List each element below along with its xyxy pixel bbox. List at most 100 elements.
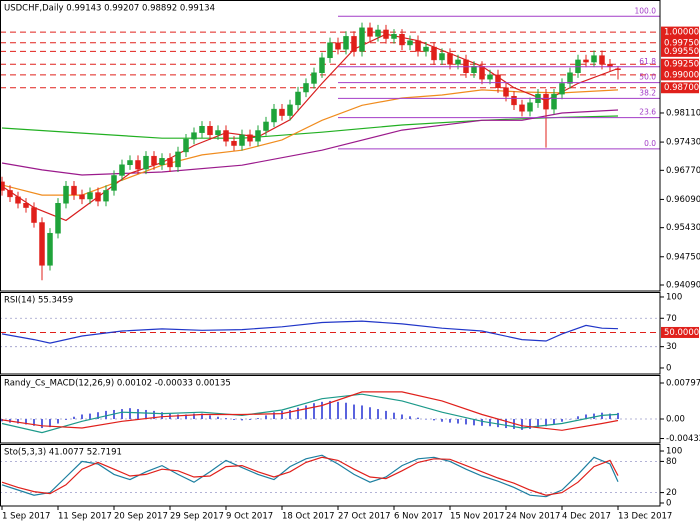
histogram-bar <box>521 419 523 430</box>
histogram-bar <box>425 419 427 420</box>
histogram-bar <box>105 410 107 420</box>
histogram-bar <box>129 408 131 420</box>
candle-body <box>591 55 597 63</box>
histogram-bar <box>177 414 179 420</box>
candle-body <box>375 29 381 37</box>
candle-body <box>167 158 173 168</box>
histogram-bar <box>505 419 507 429</box>
x-tick-label: 11 Sep 2017 <box>58 512 112 522</box>
candle-body <box>159 158 165 166</box>
indicator-line <box>1 393 619 434</box>
candle-body <box>7 190 13 198</box>
level-label: 0.99550 <box>664 47 699 57</box>
x-tick-label: 18 Oct 2017 <box>282 512 335 522</box>
panel-title: Sto(5,3,3) 41.0077 52.7191 <box>4 448 122 458</box>
fib-label: 38.2 <box>639 88 656 97</box>
histogram-bar <box>345 402 347 420</box>
candle-body <box>263 121 269 131</box>
histogram-bar <box>473 419 475 426</box>
histogram-bar <box>73 416 75 420</box>
candle-body <box>207 125 213 136</box>
panel-frame <box>0 375 661 444</box>
histogram-bar <box>585 414 587 420</box>
candle-body <box>55 203 61 234</box>
candle-body <box>103 190 109 202</box>
candle-body <box>295 91 301 106</box>
histogram-bar <box>457 419 459 424</box>
histogram-bar <box>337 401 339 420</box>
candle-body <box>255 130 261 142</box>
fib-label: 50.0 <box>639 73 656 82</box>
candle-body <box>23 203 29 208</box>
y-tick-label: 0 <box>666 498 671 508</box>
candle-body <box>351 36 357 52</box>
candle-body <box>71 185 77 195</box>
candle-body <box>31 207 37 223</box>
candle-body <box>311 72 317 84</box>
histogram-bar <box>329 400 331 420</box>
histogram-bar <box>89 413 91 420</box>
candle-body <box>503 87 509 97</box>
histogram-bar <box>41 419 43 429</box>
histogram-bar <box>609 413 611 420</box>
indicator-line <box>1 456 619 496</box>
candle-body <box>95 192 101 202</box>
candle-body <box>111 175 117 191</box>
level-label: 1.00000 <box>664 28 699 38</box>
level-label-box <box>661 26 699 38</box>
x-tick-label: 6 Nov 2017 <box>394 512 443 522</box>
histogram-bar <box>353 404 355 420</box>
candle-body <box>199 125 205 133</box>
histogram-bar <box>369 407 371 420</box>
candle-body <box>143 155 149 170</box>
candle-body <box>63 185 69 204</box>
histogram-bar <box>153 410 155 420</box>
fib-label: 23.6 <box>639 108 656 117</box>
candle-body <box>487 74 493 80</box>
y-tick-label: 0 <box>666 363 671 373</box>
histogram-bar <box>193 413 195 420</box>
y-tick-label: 100 <box>666 447 682 457</box>
candle-body <box>551 93 557 110</box>
candle-body <box>335 42 341 50</box>
panel-title: Randy_Cs_MACD(12,26,9) 0.00102 -0.00033 … <box>4 379 231 389</box>
histogram-bar <box>433 419 435 421</box>
histogram-bar <box>145 409 147 420</box>
level-label: 50.0000 <box>664 328 699 338</box>
candle-body <box>519 104 525 112</box>
candle-body <box>191 132 197 140</box>
indicator-line <box>1 454 619 498</box>
x-tick-label: 1 Sep 2017 <box>2 512 50 522</box>
histogram-bar <box>97 412 99 420</box>
y-tick-label: 0.98110 <box>666 108 700 118</box>
histogram-bar <box>617 412 619 420</box>
candle-body <box>583 59 589 63</box>
y-tick-label: 100 <box>666 292 682 302</box>
panel-title: RSI(14) 55.3459 <box>4 296 73 306</box>
histogram-bar <box>57 419 59 424</box>
candle-body <box>615 68 621 71</box>
y-tick-label: 80 <box>666 457 677 467</box>
candle-body <box>423 46 429 52</box>
candle-body <box>79 194 85 200</box>
level-label-box <box>661 326 699 338</box>
candle-body <box>215 130 221 136</box>
fib-label: 61.8 <box>639 57 656 66</box>
panel-title: USDCHF,Daily 0.99143 0.99207 0.98892 0.9… <box>4 4 215 14</box>
level-label: 0.99250 <box>664 60 699 70</box>
histogram-bar <box>537 419 539 428</box>
y-tick-label: 0.00797 <box>666 378 700 388</box>
y-tick-label: 0.94750 <box>666 252 700 262</box>
candle-body <box>367 27 373 37</box>
indicator-line <box>1 391 619 431</box>
histogram-bar <box>289 409 291 420</box>
candle-body <box>223 130 229 142</box>
histogram-bar <box>201 413 203 420</box>
candle-body <box>319 57 325 74</box>
level-label: 0.99750 <box>664 38 699 48</box>
indicator-line <box>1 320 619 344</box>
panel-frame <box>0 444 661 507</box>
histogram-bar <box>33 419 35 426</box>
histogram-bar <box>297 407 299 420</box>
